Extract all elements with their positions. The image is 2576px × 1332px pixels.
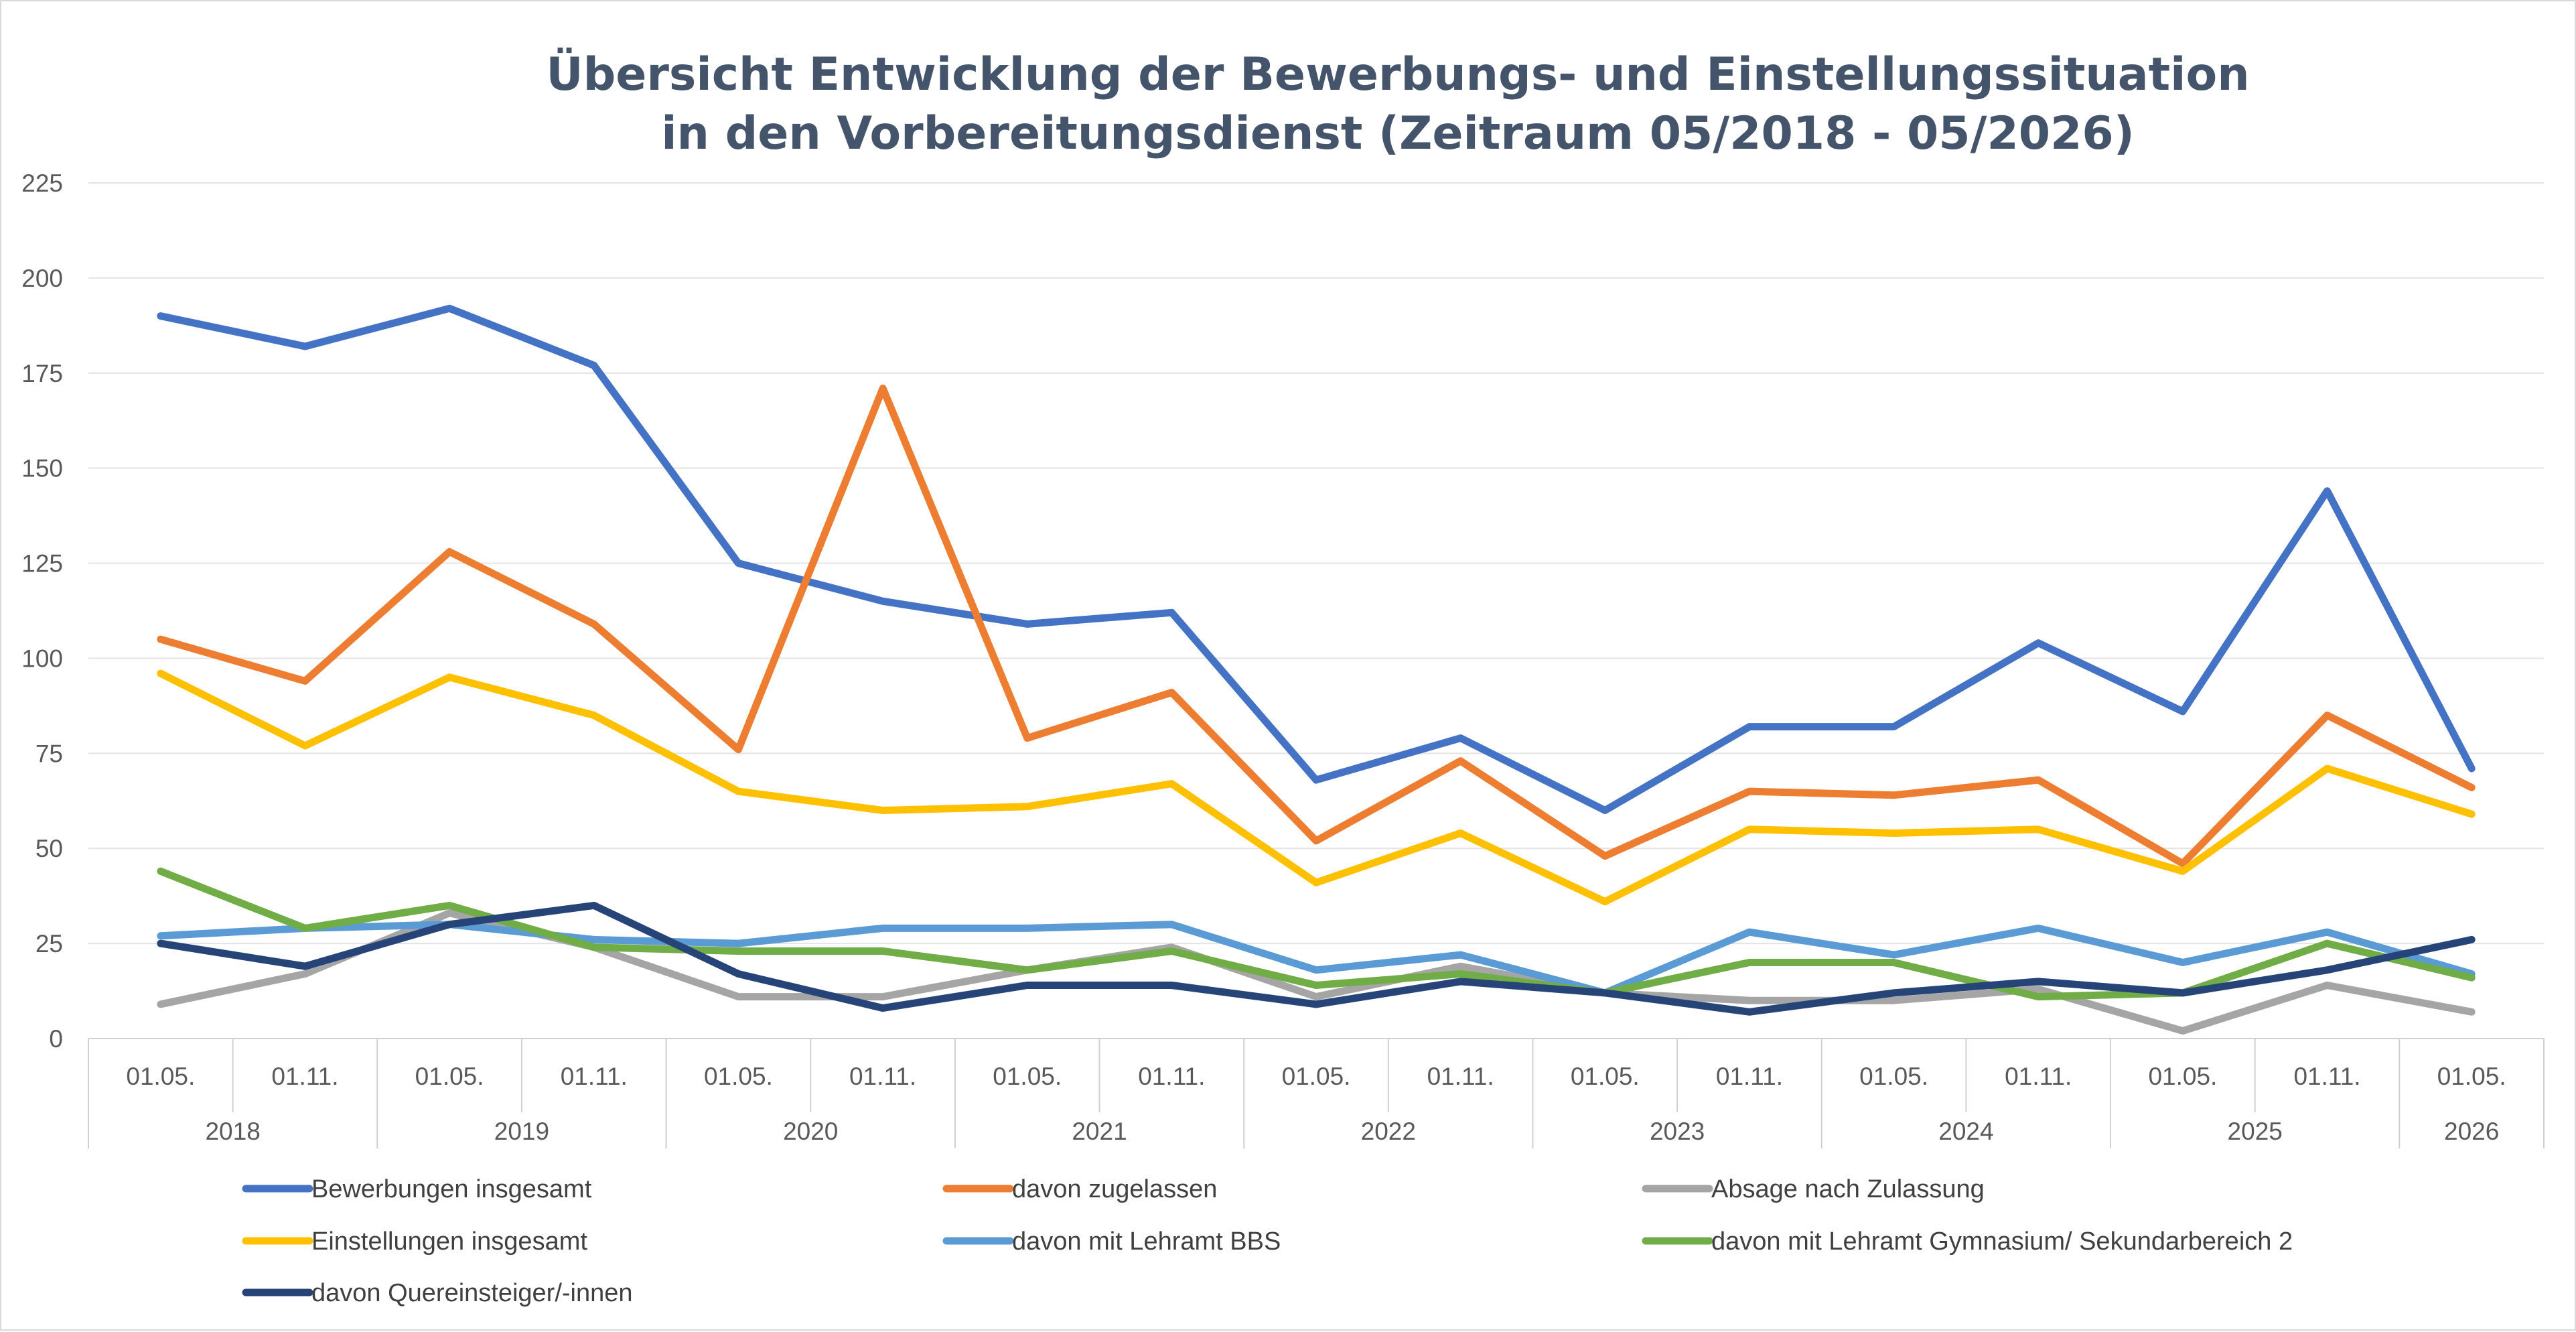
legend-item: Absage nach Zulassung (1642, 1175, 1985, 1203)
x-year-label: 2018 (205, 1118, 260, 1145)
x-year-label: 2019 (494, 1118, 549, 1145)
legend-item: davon Quereinsteiger/-innen (242, 1279, 633, 1307)
x-tick-label: 01.11. (849, 1063, 916, 1090)
legend-item: davon zugelassen (942, 1175, 1217, 1203)
series-line-einstellungen-insgesamt (157, 669, 2476, 906)
x-year-label: 2024 (1938, 1118, 1993, 1145)
x-year-label: 2020 (783, 1118, 838, 1145)
x-tick-label: 01.11. (1716, 1063, 1783, 1090)
x-axis: 01.05. 01.11. 01.05. 01.11. 01.05. 01.11. 01.0… (88, 1039, 2545, 1148)
y-tick-label: 50 (35, 835, 63, 862)
y-tick-label: 25 (35, 930, 63, 957)
x-tick-label: 01.11. (271, 1063, 338, 1090)
x-year-label: 2025 (2228, 1118, 2283, 1145)
y-tick-label: 100 (21, 645, 63, 672)
legend-label: davon mit Lehramt BBS (1012, 1227, 1281, 1256)
x-tick-label: 01.05. (1282, 1063, 1351, 1090)
legend-label: Bewerbungen insgesamt (311, 1175, 592, 1203)
x-tick-label: 01.11. (2293, 1063, 2360, 1090)
chart-title-line-1: Übersicht Entwicklung der Bewerbungs- un… (546, 48, 2249, 101)
x-tick-label: 01.05. (2437, 1063, 2506, 1090)
series-lines (157, 304, 2476, 1035)
y-tick-label: 0 (49, 1025, 63, 1053)
legend-item: Einstellungen insgesamt (242, 1227, 587, 1256)
legend-label: davon zugelassen (1012, 1175, 1217, 1203)
x-tick-label: 01.11. (1138, 1063, 1205, 1090)
legend-label: davon Quereinsteiger/-innen (311, 1279, 633, 1307)
x-year-label: 2026 (2444, 1118, 2499, 1145)
legend: Bewerbungen insgesamt davon zugelassen Abs… (242, 1175, 2293, 1307)
x-tick-label: 01.05. (704, 1063, 773, 1090)
series-line-davon-zugelassen (157, 385, 2476, 868)
legend-label: Einstellungen insgesamt (311, 1227, 587, 1256)
y-tick-label: 225 (21, 170, 63, 197)
gridlines (88, 182, 2544, 1039)
series-line-davon-mit-lehramt-gymnasium-sekundarbereich-2 (157, 867, 2476, 1001)
y-tick-label: 150 (21, 455, 63, 482)
x-tick-label: 01.05. (415, 1063, 484, 1090)
y-axis-tick-labels: 0 25 50 75 100 125 150 175 200 225 (21, 170, 63, 1053)
x-tick-label: 01.11. (1427, 1063, 1494, 1090)
x-tick-label: 01.11. (2005, 1063, 2072, 1090)
x-tick-label: 01.05. (993, 1063, 1062, 1090)
x-tick-label: 01.05. (126, 1063, 195, 1090)
legend-item: davon mit Lehramt Gymnasium/ Sekundarber… (1642, 1227, 2293, 1256)
y-tick-label: 200 (21, 265, 63, 292)
x-year-label: 2021 (1072, 1118, 1127, 1145)
x-tick-label: 01.05. (1859, 1063, 1928, 1090)
legend-label: Absage nach Zulassung (1711, 1175, 1985, 1203)
x-year-label: 2023 (1650, 1118, 1705, 1145)
x-year-label: 2022 (1361, 1118, 1416, 1145)
y-tick-label: 175 (21, 360, 63, 387)
y-tick-label: 75 (35, 740, 63, 767)
x-tick-label: 01.05. (2148, 1063, 2217, 1090)
legend-label: davon mit Lehramt Gymnasium/ Sekundarber… (1711, 1227, 2293, 1256)
x-tick-label: 01.05. (1571, 1063, 1640, 1090)
y-tick-label: 125 (21, 550, 63, 578)
x-tick-label: 01.11. (561, 1063, 628, 1090)
series-line-bewerbungen-insgesamt (157, 304, 2476, 814)
legend-item: Bewerbungen insgesamt (242, 1175, 592, 1203)
series-line-davon-quereinsteiger-innen (157, 901, 2476, 1016)
chart-title: Übersicht Entwicklung der Bewerbungs- un… (546, 48, 2249, 160)
legend-item: davon mit Lehramt BBS (942, 1227, 1281, 1256)
chart-title-line-2: in den Vorbereitungsdienst (Zeitraum 05/… (661, 107, 2135, 160)
